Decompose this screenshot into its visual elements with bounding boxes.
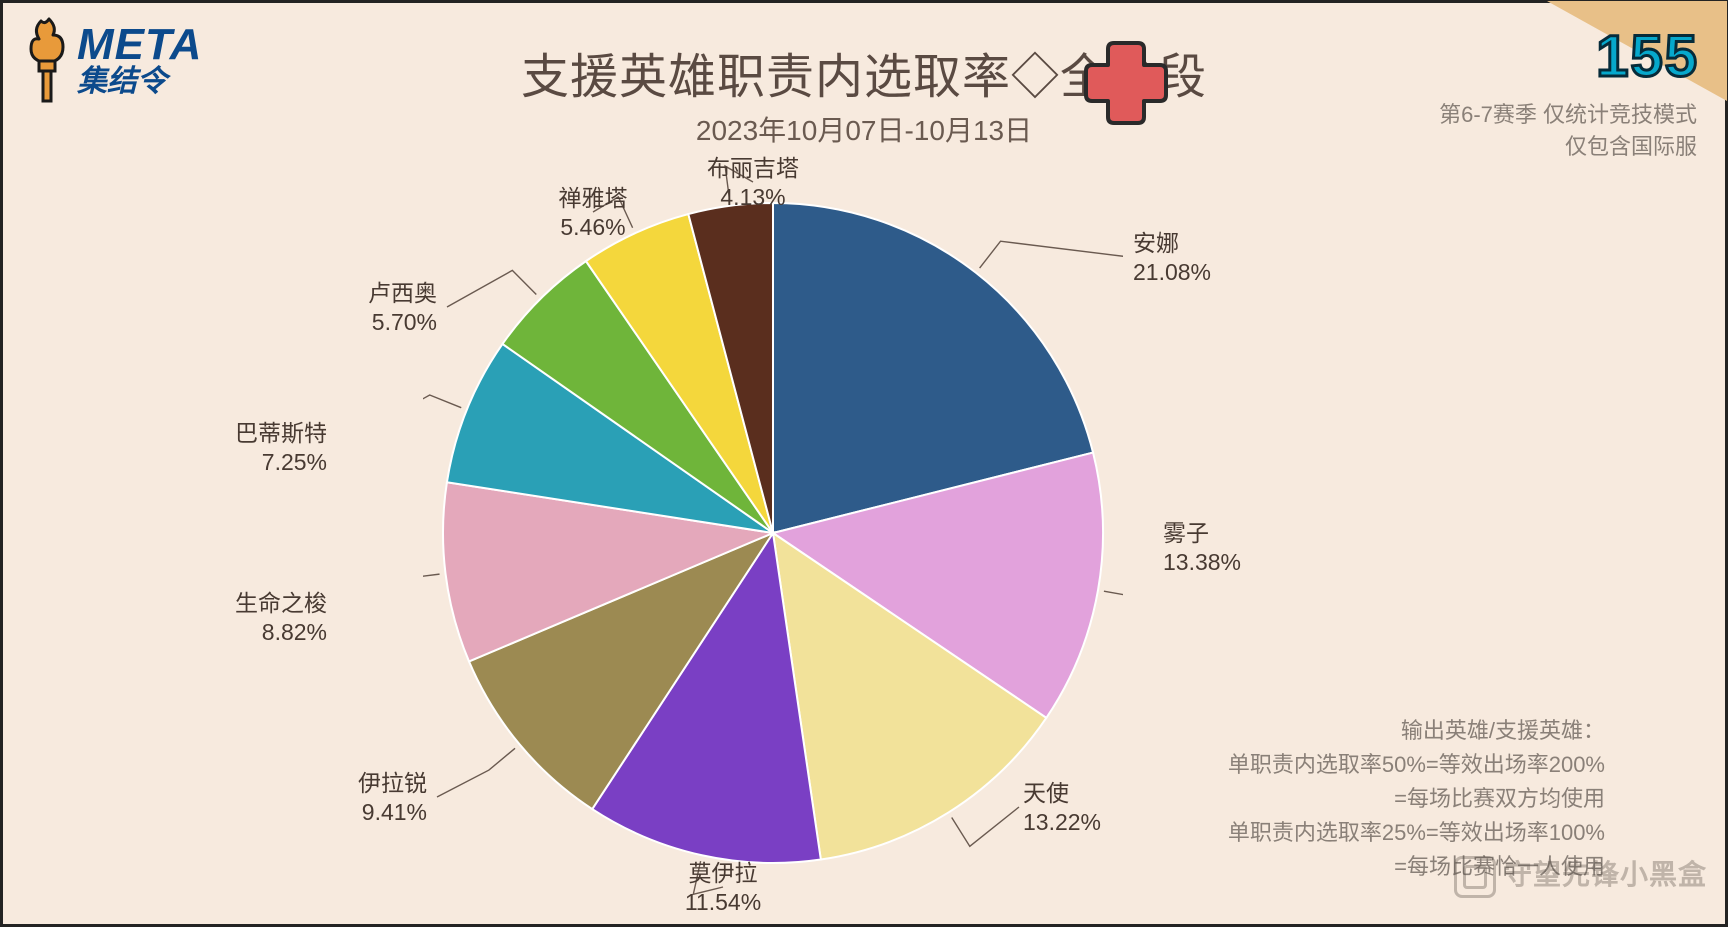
slice-label: 巴蒂斯特7.25% xyxy=(235,419,327,477)
slice-label-value: 4.13% xyxy=(703,183,803,212)
slice-label-value: 13.22% xyxy=(1023,808,1101,837)
slice-label-name: 禅雅塔 xyxy=(543,184,643,213)
leader-line xyxy=(437,748,515,797)
watermark-text: 守望先锋小黑盒 xyxy=(1504,859,1707,890)
slice-label-name: 莫伊拉 xyxy=(673,859,773,888)
slice-label-name: 卢西奥 xyxy=(368,279,437,308)
slice-label: 伊拉锐9.41% xyxy=(358,769,427,827)
slice-label-value: 5.70% xyxy=(368,308,437,337)
slice-label: 布丽吉塔4.13% xyxy=(703,154,803,212)
top-note-line1: 第6-7赛季 仅统计竞技模式 xyxy=(1439,99,1697,131)
page-root: META 集结令 155 支援英雄职责内选取率◇全分段 2023年10月07日-… xyxy=(0,0,1728,927)
slice-label: 莫伊拉11.54% xyxy=(673,859,773,917)
page-title: 支援英雄职责内选取率◇全分段 xyxy=(3,37,1725,107)
slice-label: 天使13.22% xyxy=(1023,779,1101,837)
pie-chart xyxy=(423,163,1123,908)
slice-label-value: 9.41% xyxy=(358,798,427,827)
leader-line xyxy=(1104,547,1123,597)
leader-line xyxy=(447,270,536,307)
slice-label-value: 5.46% xyxy=(543,213,643,242)
slice-label-name: 雾子 xyxy=(1163,519,1241,548)
support-role-icon xyxy=(1078,35,1174,136)
leader-line xyxy=(423,574,440,617)
watermark-badge-icon xyxy=(1454,856,1496,898)
issue-number: 155 xyxy=(1596,23,1699,90)
slice-label-value: 7.25% xyxy=(235,448,327,477)
slice-label: 生命之梭8.82% xyxy=(235,589,327,647)
slice-label-name: 安娜 xyxy=(1133,229,1211,258)
top-note-line2: 仅包含国际服 xyxy=(1439,131,1697,163)
slice-label-value: 21.08% xyxy=(1133,258,1211,287)
watermark: 守望先锋小黑盒 xyxy=(1454,853,1707,898)
leader-line xyxy=(952,807,1019,846)
note-l1: 输出英雄/支援英雄： xyxy=(1228,714,1605,748)
slice-label-name: 布丽吉塔 xyxy=(703,154,803,183)
slice-label: 卢西奥5.70% xyxy=(368,279,437,337)
slice-label-name: 巴蒂斯特 xyxy=(235,419,327,448)
slice-label-name: 伊拉锐 xyxy=(358,769,427,798)
note-l3: =每场比赛双方均使用 xyxy=(1228,782,1605,816)
slice-label-name: 天使 xyxy=(1023,779,1101,808)
pie-svg xyxy=(423,163,1123,903)
slice-label-value: 13.38% xyxy=(1163,548,1241,577)
slice-label: 雾子13.38% xyxy=(1163,519,1241,577)
slice-label: 禅雅塔5.46% xyxy=(543,184,643,242)
slice-label-name: 生命之梭 xyxy=(235,589,327,618)
slice-label-value: 11.54% xyxy=(673,888,773,917)
leader-line xyxy=(980,241,1123,268)
note-l4: 单职责内选取率25%=等效出场率100% xyxy=(1228,816,1605,850)
top-right-note: 第6-7赛季 仅统计竞技模式 仅包含国际服 xyxy=(1439,99,1697,163)
slice-label-value: 8.82% xyxy=(235,618,327,647)
note-l2: 单职责内选取率50%=等效出场率200% xyxy=(1228,748,1605,782)
slice-label: 安娜21.08% xyxy=(1133,229,1211,287)
